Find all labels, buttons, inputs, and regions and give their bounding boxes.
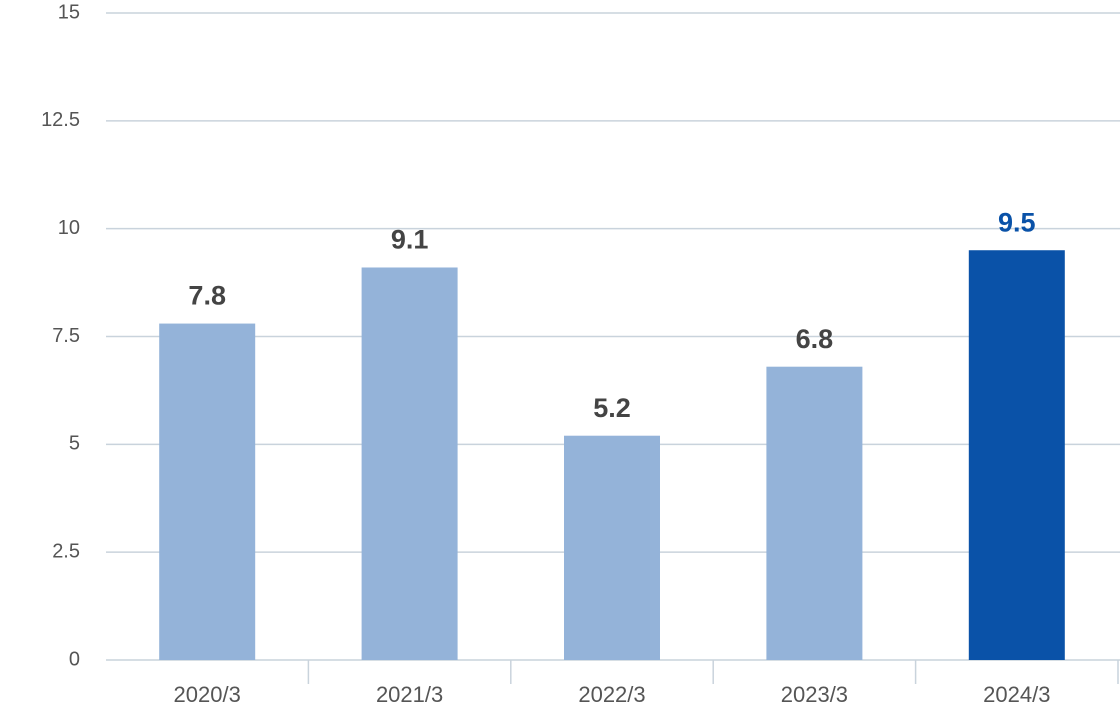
y-tick-label: 0	[69, 648, 80, 670]
bar	[564, 435, 660, 660]
bar	[968, 250, 1065, 660]
y-tick-label: 7.5	[52, 325, 80, 347]
value-label: 9.1	[391, 225, 429, 255]
x-tick-label: 2023/3	[781, 682, 848, 707]
value-label: 5.2	[593, 393, 631, 423]
x-tick-label: 2020/3	[174, 682, 241, 707]
bar	[361, 267, 458, 660]
y-tick-label: 10	[58, 217, 80, 239]
x-tick-label: 2021/3	[376, 682, 443, 707]
y-tick-label: 12.5	[41, 109, 80, 131]
bar	[766, 366, 863, 660]
value-label: 7.8	[188, 281, 226, 311]
x-tick-label: 2024/3	[983, 682, 1050, 707]
value-label: 6.8	[796, 324, 834, 354]
x-tick-label: 2022/3	[578, 682, 645, 707]
y-tick-label: 15	[58, 1, 80, 23]
bar	[159, 323, 256, 660]
value-label: 9.5	[998, 207, 1036, 237]
y-tick-label: 2.5	[52, 540, 80, 562]
y-tick-label: 5	[69, 433, 80, 455]
